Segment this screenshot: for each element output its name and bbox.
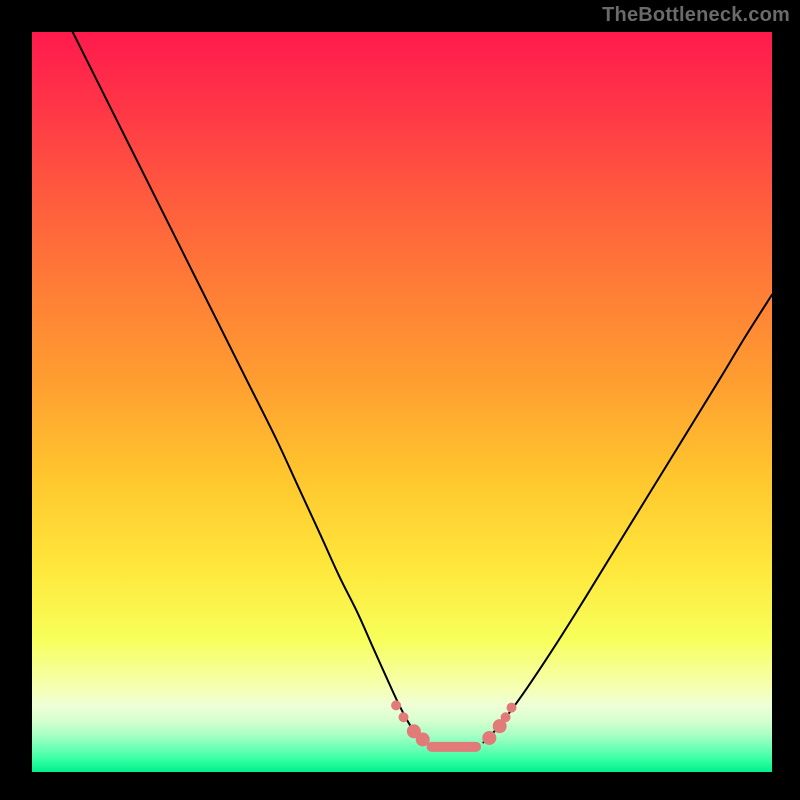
watermark-text: TheBottleneck.com xyxy=(602,4,790,27)
plot-area xyxy=(32,32,772,772)
left-curve xyxy=(73,32,425,742)
bottom-dot-left xyxy=(398,712,408,722)
bottom-dot-right xyxy=(482,731,496,745)
curves-layer xyxy=(32,32,772,772)
stage: TheBottleneck.com xyxy=(0,0,800,800)
bottom-dot-right xyxy=(507,703,517,713)
right-curve xyxy=(483,295,772,743)
bottom-dot-left xyxy=(416,732,430,746)
bottom-dot-left xyxy=(391,700,401,710)
bottom-dot-right xyxy=(501,712,511,722)
